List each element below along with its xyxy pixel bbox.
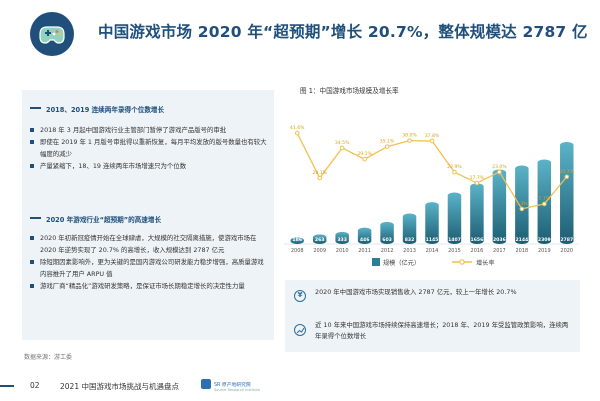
chart-icon [294, 324, 306, 336]
bar-value-label: 2309 [538, 237, 551, 243]
growth-point-2011 [362, 156, 367, 162]
x-tick-label: 2009 [313, 248, 326, 254]
page-number: 02 [30, 381, 40, 390]
bar-2009 [312, 234, 327, 244]
bar-value-label: 2144 [515, 237, 528, 243]
bullet-item: 2018 年 3 月起中国游戏行业主管部门暂停了游戏产品版号的审批 [30, 124, 268, 136]
bullet-item: 游戏厂商“精品化”游戏研发策略，是保证市场长期稳定增长的决定性力量 [30, 280, 268, 292]
growth-point-2018 [519, 206, 525, 212]
bar-value-label: 1407 [448, 237, 461, 243]
growth-point-2009 [317, 175, 322, 181]
growth-rate-label: 7.7% [538, 196, 550, 202]
bar-2010 [335, 231, 349, 244]
brand-name: SR 原产地研究院 [214, 383, 251, 388]
report-title: 2021 中国游戏市场挑战与机遇盘点 [60, 382, 179, 391]
bar-2018 [515, 165, 529, 244]
section2-bullets: 2020 年初新冠疫情开始在全球肆虐，大规模的社交隔离措施，使游戏市场在 202… [30, 232, 268, 292]
x-tick-label: 2011 [358, 248, 371, 254]
bar-value-label: 446 [360, 237, 370, 243]
bar-value-label: 832 [405, 237, 415, 243]
gamepad-logo [30, 12, 74, 56]
section1-bullets: 2018 年 3 月起中国游戏行业主管部门暂停了游戏产品版号的审批 即使在 20… [30, 124, 268, 172]
brand-subtitle: Source Research Institute [214, 388, 261, 392]
data-source: 数据来源：游工委 [24, 354, 73, 361]
info-box-trend: 近 10 年来中国游戏市场持续保持高速增长；2018 年、2019 年受监管政策… [285, 314, 580, 352]
legend-swatch-bar [372, 258, 380, 266]
bar-2008 [290, 237, 304, 244]
x-tick-label: 2013 [403, 248, 416, 254]
bar-2014 [425, 202, 439, 244]
bar-value-label: 603 [382, 237, 392, 243]
bullet-item: 2020 年初新冠疫情开始在全球肆虐，大规模的社交隔离措施，使游戏市场在 202… [30, 232, 268, 256]
growth-rate-label: 29.1% [357, 151, 372, 157]
x-tick-label: 2019 [538, 248, 551, 254]
bar-value-label: 1656 [471, 237, 484, 243]
growth-rate-label: 37.8% [425, 133, 440, 139]
section-heading-high-growth: 2020 年游戏行业“超预期”的高速增长 [30, 214, 161, 224]
growth-rate-label: 22.9% [447, 164, 462, 170]
chart-title: 图 1：中国游戏市场规模及增长率 [300, 87, 399, 95]
yuan-icon: ¥ [294, 290, 306, 302]
page-title: 中国游戏市场 2020 年“超预期”增长 20.7%，整体规模达 2787 亿 [98, 23, 588, 41]
bar-value-label: 263 [315, 237, 325, 243]
growth-point-2014 [429, 138, 435, 144]
growth-rate-label: 23.0% [492, 164, 507, 170]
bar-value-label: 2036 [493, 237, 506, 243]
growth-point-2015 [452, 169, 457, 175]
growth-point-2017 [497, 169, 502, 175]
growth-point-2010 [339, 145, 345, 151]
x-tick-label: 2012 [381, 248, 394, 254]
x-tick-label: 2018 [515, 248, 528, 254]
market-size-chart: 186 2008 263 2009 333 2010 446 2011 603 2012 832 20… [284, 125, 578, 267]
growth-rate-label: 5.3% [516, 201, 528, 207]
x-tick-label: 2017 [493, 248, 506, 254]
bar-value-label: 186 [292, 237, 302, 243]
info-text: 2020 年中国游戏市场实现销售收入 2787 亿元，较上一年增长 20.7% [315, 288, 517, 296]
legend-label-bar: 规模（亿元） [383, 259, 420, 267]
growth-rate-label: 20.1% [312, 170, 327, 176]
growth-point-2019 [542, 201, 547, 207]
bar-2011 [357, 227, 372, 244]
footer-accent-line [0, 385, 14, 387]
sr-logo-icon [201, 379, 211, 389]
growth-point-2013 [407, 138, 412, 143]
bar-2013 [402, 213, 417, 244]
legend-label-line: 增长率 [476, 259, 495, 267]
bar-2020 [560, 142, 574, 244]
x-tick-label: 2016 [471, 248, 484, 254]
info-box-revenue: ¥ 2020 年中国游戏市场实现销售收入 2787 亿元，较上一年增长 20.7… [285, 280, 580, 314]
summary-panel: 2018、2019 连续两年录得个位数增长 2018 年 3 月起中国游戏行业主… [22, 90, 274, 340]
bar-2015 [447, 192, 462, 244]
bar-value-label: 333 [337, 237, 347, 243]
chart-legend: 规模（亿元） 增长率 [372, 258, 495, 267]
section-heading-single-digit: 2018、2019 连续两年录得个位数增长 [30, 104, 164, 114]
bar-2016 [470, 183, 484, 244]
growth-rate-label: 20.7% [559, 169, 574, 175]
growth-rate-label: 41.6% [290, 125, 305, 131]
growth-point-2008 [294, 130, 300, 136]
x-tick-label: 2008 [291, 248, 304, 254]
growth-rate-label: 38.0% [402, 133, 417, 139]
bullet-item: 产量紧缩下，18、19 连续两年市场增速只为个位数 [30, 160, 268, 172]
growth-rate-label: 35.1% [380, 139, 395, 145]
bar-2012 [380, 221, 394, 244]
bullet-item: 即使在 2019 年 1 月版号审批得以重新恢复，每月平均发放的版号数量也有较大… [30, 136, 268, 160]
growth-point-2016 [474, 180, 480, 186]
bar-2017 [492, 169, 507, 244]
growth-point-2020 [564, 174, 570, 180]
bullet-item: 除短期因素影响外，更为关键的是国内游戏公司研发能力稳步增强，高质量游戏内容推升了… [30, 256, 268, 280]
growth-rate-label: 34.5% [335, 140, 350, 146]
x-tick-label: 2020 [560, 248, 573, 254]
x-tick-label: 2014 [426, 248, 439, 254]
x-tick-label: 2015 [448, 248, 461, 254]
growth-rate-label: 17.7% [470, 175, 485, 181]
growth-point-2012 [384, 144, 390, 149]
bar-value-label: 2787 [560, 237, 573, 243]
info-text: 近 10 年来中国游戏市场持续保持高速增长；2018 年、2019 年受监管政策… [315, 321, 569, 340]
legend-marker-line [459, 259, 465, 265]
x-tick-label: 2010 [336, 248, 349, 254]
bar-value-label: 1145 [426, 237, 439, 243]
